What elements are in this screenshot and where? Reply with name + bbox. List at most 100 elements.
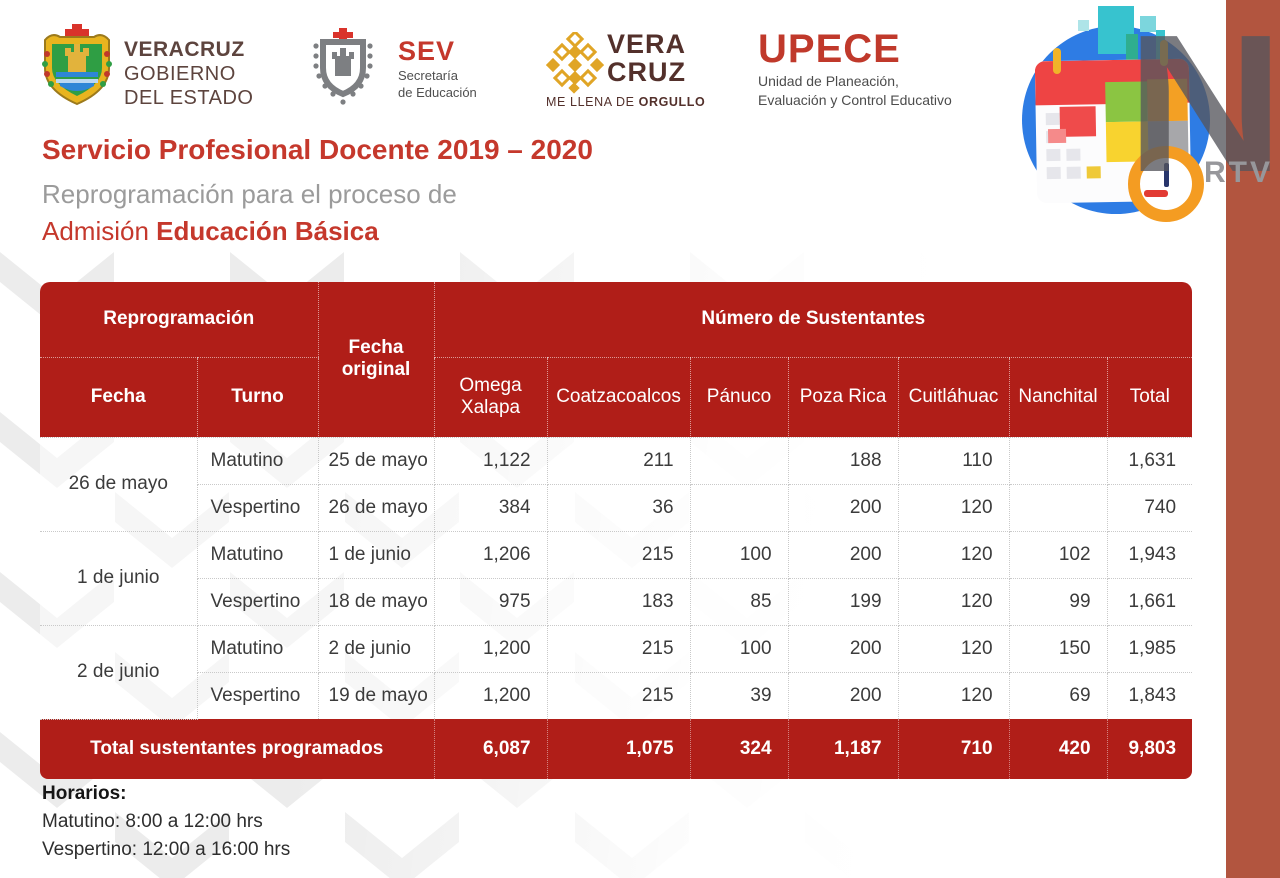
value-cell <box>1008 483 1108 532</box>
value-cell: 188 <box>787 436 899 485</box>
total-row: Total sustentantes programados 6,087 1,0… <box>40 719 1192 779</box>
fecha-cell: 2 de junio <box>40 624 198 720</box>
veracruz-word2: CRUZ <box>607 57 686 87</box>
upece-acronym: UPECE <box>758 27 901 71</box>
value-cell: 85 <box>689 577 789 626</box>
veracruz-word1: VERA <box>607 29 687 59</box>
horarios-heading: Horarios: <box>42 783 127 804</box>
tagline-bold: ORGULLO <box>638 95 706 109</box>
value-cell: 200 <box>787 530 899 579</box>
total-value-cell: 1,075 <box>546 719 691 779</box>
gobierno-del-estado-wordmark: VERACRUZ GOBIERNO DEL ESTADO <box>124 38 253 110</box>
value-cell: 36 <box>546 483 691 532</box>
horarios-matutino: Matutino: 8:00 a 12:00 hrs <box>42 811 263 832</box>
subtitle-educacion-basica: Educación Básica <box>156 216 379 246</box>
value-cell: 1,122 <box>433 436 548 485</box>
total-value-cell: 420 <box>1008 719 1108 779</box>
header-site-panuco: Pánuco <box>689 357 789 437</box>
header-site-cuitlahuac: Cuitláhuac <box>897 357 1010 437</box>
turno-cell: Matutino <box>196 436 319 485</box>
fecha-original-cell: 19 de mayo <box>317 671 435 719</box>
sev-wordmark: SEV Secretaría de Educación <box>398 36 477 101</box>
page-title: Servicio Profesional Docente 2019 – 2020 <box>42 134 593 165</box>
total-value-cell: 9,803 <box>1106 719 1192 779</box>
header-site-poza-rica: Poza Rica <box>787 357 899 437</box>
value-cell: 1,843 <box>1106 671 1192 719</box>
schedule-table-wrap: Reprogramación Fecha original Número de … <box>40 282 1192 779</box>
tv-watermark-rtv: RTV <box>1204 156 1273 189</box>
value-cell: 1,200 <box>433 671 548 719</box>
page-subtitle-line2: Admisión Educación Básica <box>42 216 379 247</box>
table-row: 2 de junio Matutino 2 de junio 1,200 215… <box>40 624 1192 720</box>
value-cell: 110 <box>897 436 1010 485</box>
value-cell: 99 <box>1008 577 1108 626</box>
value-cell: 102 <box>1008 530 1108 579</box>
teal-square-decor <box>1140 16 1156 32</box>
table-row: Vespertino 19 de mayo 1,200 215 39 200 1… <box>40 671 1192 719</box>
calendar-pin-right <box>1160 40 1168 66</box>
tv-watermark-n: N <box>1126 0 1280 213</box>
horarios-note: Horarios: Matutino: 8:00 a 12:00 hrs Ves… <box>42 780 290 864</box>
clock-hand-blue <box>1164 163 1169 187</box>
total-value-cell: 710 <box>897 719 1010 779</box>
value-cell: 150 <box>1008 624 1108 673</box>
sev-sub1: Secretaría <box>398 68 458 83</box>
subtitle-admision: Admisión <box>42 216 157 246</box>
total-value-cell: 1,187 <box>787 719 899 779</box>
value-cell: 120 <box>897 577 1010 626</box>
calendar-pin-left <box>1053 48 1061 74</box>
gobierno-line1: VERACRUZ <box>124 38 245 61</box>
value-cell: 211 <box>546 436 691 485</box>
veracruz-brand-wordmark: VERA CRUZ <box>607 30 686 86</box>
value-cell: 199 <box>787 577 899 626</box>
tagline-prefix: ME LLENA DE <box>546 95 639 109</box>
value-cell: 384 <box>433 483 548 532</box>
value-cell: 975 <box>433 577 548 626</box>
value-cell: 215 <box>546 530 691 579</box>
veracruz-diamonds-icon <box>546 32 604 94</box>
value-cell: 100 <box>689 624 789 673</box>
fecha-original-cell: 26 de mayo <box>317 483 435 532</box>
veracruz-coat-of-arms <box>42 24 112 106</box>
header-fecha-original: Fecha original <box>317 282 435 437</box>
value-cell: 183 <box>546 577 691 626</box>
value-cell: 120 <box>897 624 1010 673</box>
value-cell: 120 <box>897 530 1010 579</box>
total-value-cell: 6,087 <box>433 719 548 779</box>
value-cell: 1,985 <box>1106 624 1192 673</box>
header-fecha: Fecha <box>40 357 197 437</box>
table-row: Vespertino 26 de mayo 384 36 200 120 740 <box>40 483 1192 532</box>
value-cell: 120 <box>897 671 1010 719</box>
table-row: 26 de mayo Matutino 25 de mayo 1,122 211… <box>40 436 1192 532</box>
value-cell: 1,206 <box>433 530 548 579</box>
value-cell: 120 <box>897 483 1010 532</box>
gobierno-line2: GOBIERNO <box>124 63 236 85</box>
value-cell <box>1008 436 1108 485</box>
header-site-nanchital: Nanchital <box>1008 357 1108 437</box>
value-cell: 1,631 <box>1106 436 1192 485</box>
total-value-cell: 324 <box>689 719 789 779</box>
table-row: Vespertino 18 de mayo 975 183 85 199 120… <box>40 577 1192 626</box>
sev-acronym: SEV <box>398 36 456 66</box>
sev-sub2: de Educación <box>398 85 477 100</box>
value-cell: 100 <box>689 530 789 579</box>
value-cell: 200 <box>787 671 899 719</box>
fecha-cell: 1 de junio <box>40 530 198 626</box>
value-cell <box>689 436 789 485</box>
fecha-cell: 26 de mayo <box>40 436 198 532</box>
turno-cell: Matutino <box>196 624 319 673</box>
upece-sub2: Evaluación y Control Educativo <box>758 92 952 108</box>
header-site-omega-xalapa: Omega Xalapa <box>433 357 548 437</box>
header-reprogramacion: Reprogramación <box>40 282 319 358</box>
upece-sub1: Unidad de Planeación, <box>758 73 899 89</box>
value-cell: 69 <box>1008 671 1108 719</box>
value-cell: 1,943 <box>1106 530 1192 579</box>
header-site-coatzacoalcos: Coatzacoalcos <box>546 357 691 437</box>
fecha-original-cell: 2 de junio <box>317 624 435 673</box>
turno-cell: Vespertino <box>196 671 319 719</box>
fecha-original-cell: 1 de junio <box>317 530 435 579</box>
sev-shield-icon <box>313 28 373 105</box>
header-numero-sustentantes: Número de Sustentantes <box>433 282 1192 358</box>
turno-cell: Vespertino <box>196 483 319 532</box>
